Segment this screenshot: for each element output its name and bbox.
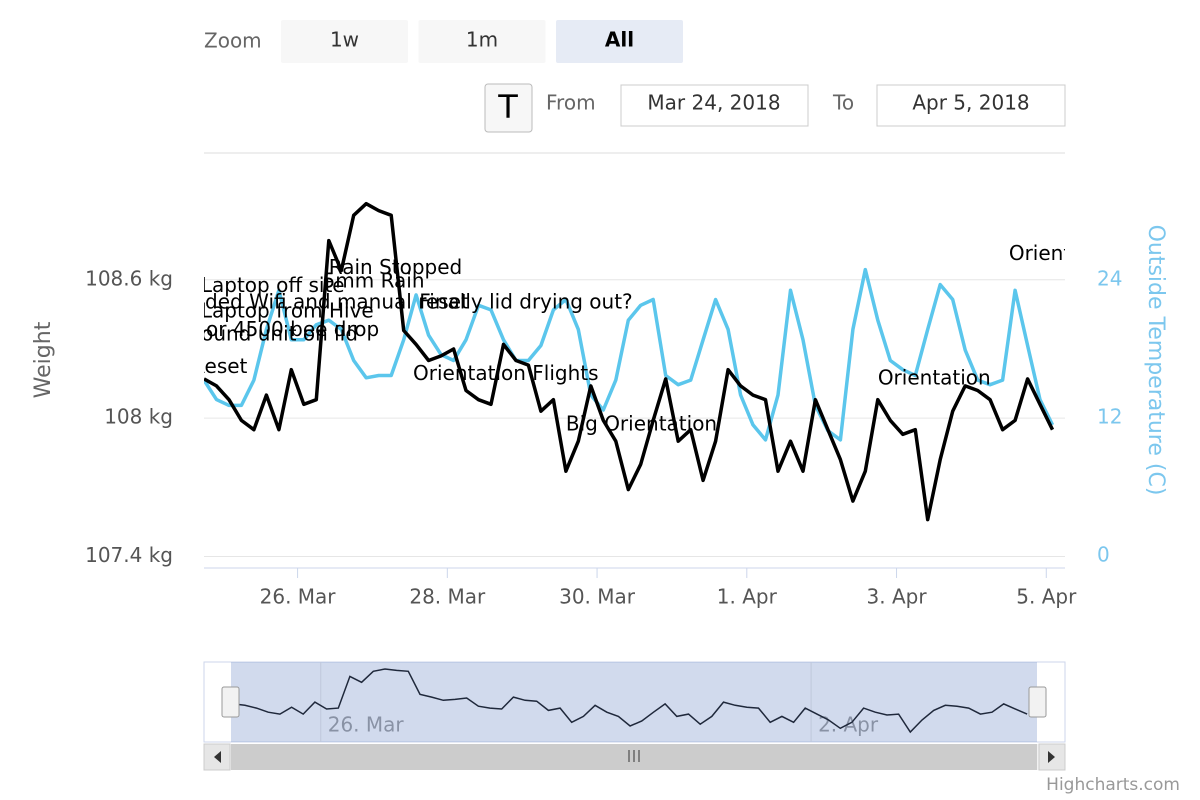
y-axis-title: Weight [31, 321, 56, 398]
scroll-right-arrow [1048, 751, 1055, 763]
y-tick-label: 108.6 kg [85, 266, 173, 290]
credits[interactable]: Highcharts.com [1046, 775, 1180, 795]
navigator-handle[interactable] [221, 686, 240, 718]
annotation: Laptop off site [201, 273, 345, 297]
y-tick-label: 108 kg [104, 405, 173, 429]
x-tick-label: 3. Apr [867, 585, 928, 609]
annotation: Big Orientation [566, 412, 717, 436]
zoom-button[interactable] [281, 20, 408, 63]
annotation: 5mm Rain [323, 269, 425, 293]
to-input[interactable] [876, 84, 1066, 127]
x-tick-label: 28. Mar [409, 585, 486, 609]
from-value[interactable]: Mar 24, 2018 [647, 91, 780, 115]
to-label: To [832, 91, 854, 115]
annotation: Rain Stopped [329, 255, 462, 279]
zoom-buttons: 1w 1m All [281, 20, 683, 63]
zoom-label: Zoom [204, 29, 262, 53]
from-label: From [546, 91, 596, 115]
annotation: Reset [192, 354, 248, 378]
series-line [204, 267, 1055, 442]
y2-tick-label: 0 [1097, 543, 1110, 567]
x-tick-label: 30. Mar [559, 585, 636, 609]
scroll-left[interactable] [203, 743, 231, 771]
navigator-frame [203, 661, 1066, 743]
navigator-selection[interactable] [231, 662, 1037, 742]
x-tick-label: 26. Mar [260, 585, 337, 609]
x-tick-label: 1. Apr [717, 585, 778, 609]
toggle-label[interactable]: T [497, 88, 518, 126]
zoom-button-label[interactable]: All [605, 28, 634, 52]
annotation: Sound unit on lid [188, 322, 358, 346]
toggle-button[interactable] [484, 83, 533, 133]
from-input[interactable] [620, 84, 809, 127]
navigator-tick-label: 26. Mar [328, 713, 405, 737]
y2-tick-label: 12 [1097, 405, 1122, 429]
to-value[interactable]: Apr 5, 2018 [912, 91, 1029, 115]
scroll-left-arrow [214, 751, 221, 763]
annotation: Orientation [1009, 241, 1122, 265]
navigator-series [233, 668, 1028, 734]
y-tick-label: 107.4 kg [85, 543, 173, 567]
zoom-button[interactable] [418, 20, 546, 63]
annotation: Finally lid drying out? [419, 289, 632, 313]
annotation: Orientation [878, 365, 991, 389]
zoom-button-label[interactable]: 1w [330, 28, 359, 52]
zoom-button-label[interactable]: 1m [466, 28, 498, 52]
zoom-button[interactable] [556, 20, 683, 63]
series-line [204, 201, 1055, 522]
annotation: Error or 4500 bee drop [151, 317, 379, 341]
y2-axis-title: Outside Temperature (C) [1143, 225, 1168, 496]
annotation: Added Wifi and manual reset [179, 289, 469, 313]
annotation: Orientation Flights [413, 361, 599, 385]
y2-tick-label: 24 [1097, 266, 1122, 290]
x-tick-label: 5. Apr [1016, 585, 1077, 609]
scrollbar-grip [628, 750, 640, 762]
navigator-handle[interactable] [1028, 686, 1047, 718]
annotation: Laptop from Hive [201, 299, 374, 323]
